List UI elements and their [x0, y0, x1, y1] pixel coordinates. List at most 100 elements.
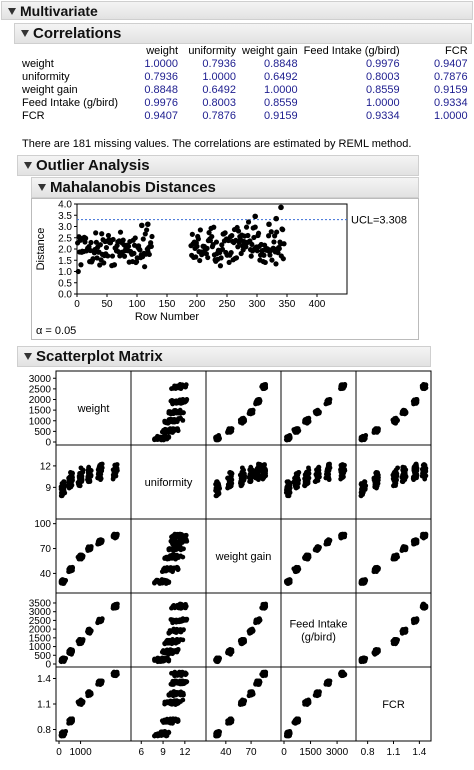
outlier-analysis-header[interactable]: Outlier Analysis: [17, 155, 419, 176]
data-point: [184, 396, 190, 402]
data-point: [172, 701, 177, 707]
data-point: [338, 467, 343, 473]
table-cell: 0.9976: [144, 96, 178, 109]
correlations-header-row: weight uniformity weight gain Feed Intak…: [22, 44, 467, 57]
x-tick-label: 50: [101, 299, 113, 310]
table-cell: 1.0000: [264, 83, 298, 96]
data-point: [254, 398, 260, 403]
data-point: [172, 384, 178, 390]
y-tick-label: 500: [34, 651, 51, 662]
data-point: [229, 470, 235, 476]
data-point: [172, 535, 178, 541]
data-point: [248, 253, 254, 259]
data-point: [206, 230, 212, 236]
x-tick-label: 0: [74, 299, 80, 310]
table-cell: 0.9976: [366, 57, 400, 70]
data-point: [180, 554, 186, 560]
data-point: [117, 229, 124, 235]
data-point: [227, 648, 233, 654]
data-point: [216, 483, 222, 489]
data-point: [86, 692, 92, 698]
data-point: [391, 473, 396, 479]
data-point: [340, 462, 346, 468]
column-header: weight gain: [242, 44, 298, 57]
data-point: [164, 700, 170, 706]
y-tick-label: 1.0: [58, 267, 72, 278]
table-cell: 0.8559: [264, 96, 298, 109]
table-cell: 0.7936: [144, 70, 178, 83]
data-point: [326, 540, 331, 545]
table-row: uniformity 0.7936 1.0000 0.6492 0.8003 0…: [22, 70, 468, 83]
data-point: [394, 473, 400, 479]
data-point: [254, 248, 260, 254]
data-point: [211, 224, 217, 230]
data-point: [205, 254, 211, 261]
disclosure-triangle-icon[interactable]: [8, 7, 16, 15]
table-row: weight 1.0000 0.7936 0.8848 0.9976 0.940…: [22, 57, 468, 70]
data-point: [261, 462, 267, 468]
data-point: [110, 605, 116, 611]
data-point: [261, 252, 267, 258]
y-tick-label: 2500: [29, 384, 52, 395]
y-tick-label: 1000: [29, 642, 52, 653]
scatterplot-matrix: weight uniformity weight gain Feed Intake(g…: [29, 370, 432, 758]
y-tick-label: 9: [45, 483, 51, 494]
disclosure-triangle-icon[interactable]: [24, 352, 32, 360]
disclosure-triangle-icon[interactable]: [21, 29, 29, 37]
data-point: [120, 237, 126, 243]
data-point: [112, 473, 118, 479]
data-point: [183, 384, 188, 390]
column-header: Feed Intake (g/bird): [303, 44, 400, 57]
mahalanobis-chart: 0.00.51.01.52.02.53.03.54.0 0 50 100 150 200 2…: [31, 198, 419, 340]
data-point: [255, 467, 261, 473]
table-cell: 1.0000: [144, 57, 178, 70]
data-point: [173, 400, 179, 406]
disclosure-triangle-icon[interactable]: [38, 183, 46, 191]
data-point: [247, 628, 253, 633]
data-point: [75, 268, 81, 275]
data-point: [294, 429, 300, 435]
data-point: [121, 253, 128, 259]
y-tick-label: 3.0: [58, 222, 72, 233]
data-point: [193, 254, 199, 260]
scatterplot-matrix-header[interactable]: Scatterplot Matrix: [17, 346, 431, 367]
outlier-point: [278, 204, 284, 211]
data-point: [97, 262, 103, 268]
data-point: [78, 554, 84, 560]
data-point: [229, 426, 235, 432]
data-point: [169, 398, 175, 403]
data-point: [189, 231, 195, 237]
x-tick-label: 1000: [69, 747, 92, 758]
data-point: [178, 398, 183, 404]
data-point: [326, 467, 332, 473]
multivariate-header[interactable]: Multivariate: [1, 1, 473, 20]
correlations-header[interactable]: Correlations: [14, 23, 472, 44]
disclosure-triangle-icon[interactable]: [24, 161, 32, 169]
data-point: [315, 692, 321, 698]
table-cell: 0.8003: [366, 70, 400, 83]
x-tick-label: 100: [129, 299, 146, 310]
y-tick-label: 2.5: [58, 233, 72, 244]
data-point: [204, 245, 210, 251]
correlations-title: Correlations: [33, 25, 122, 42]
y-tick-label: 1500: [29, 633, 52, 644]
table-row: Feed Intake (g/bird) 0.9976 0.8003 0.855…: [22, 96, 468, 109]
y-tick-label: 0.5: [58, 278, 72, 289]
table-cell: 0.7876: [202, 109, 236, 122]
data-point: [327, 461, 332, 467]
data-point: [207, 237, 214, 244]
data-point: [180, 546, 186, 552]
data-point: [413, 471, 419, 477]
row-label: Feed Intake (g/bird): [22, 96, 118, 109]
data-point: [411, 617, 417, 623]
mahalanobis-header[interactable]: Mahalanobis Distances: [31, 177, 419, 198]
data-point: [294, 566, 300, 572]
data-point: [326, 476, 331, 481]
data-point: [225, 237, 232, 244]
outlier-point: [273, 215, 279, 222]
data-point: [269, 257, 275, 263]
data-point: [306, 697, 311, 703]
y-tick-label: 1.4: [37, 674, 51, 685]
data-point: [157, 434, 163, 440]
data-point: [137, 247, 143, 253]
